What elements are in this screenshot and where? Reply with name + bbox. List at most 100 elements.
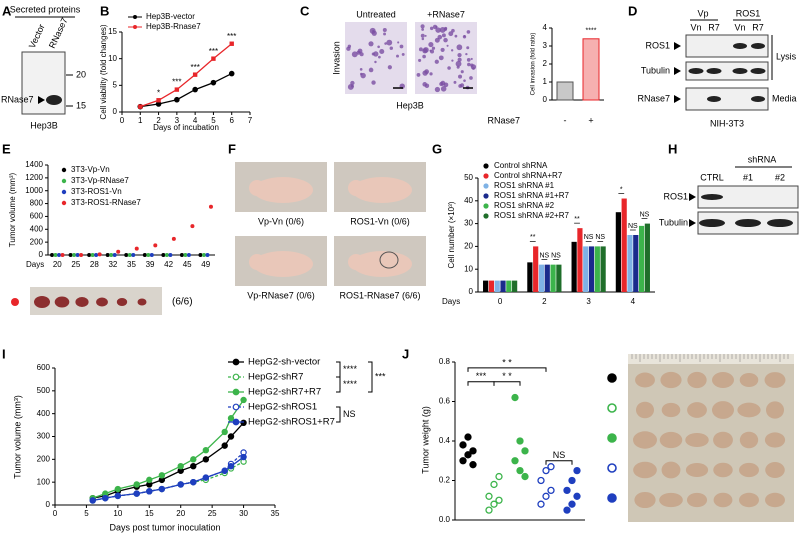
point [53, 253, 58, 257]
y-tick-label: 3 [543, 41, 548, 50]
point [190, 462, 197, 470]
blot-band [751, 96, 765, 102]
label: +RNase7 [427, 9, 465, 19]
point [174, 96, 180, 103]
tumor [685, 432, 709, 448]
point [485, 506, 493, 514]
significance: NS [343, 409, 356, 419]
point [511, 393, 519, 402]
y-tick-label: 0 [39, 250, 44, 259]
point [90, 253, 95, 257]
point [459, 441, 467, 449]
label: Media [772, 93, 797, 103]
point [192, 86, 198, 93]
blot-band [699, 219, 725, 227]
label: Vn [734, 22, 745, 32]
point [158, 472, 166, 479]
label: (6/6) [172, 297, 193, 308]
cell [384, 42, 387, 45]
point [485, 492, 493, 500]
legend-label: HepG2-shR7+R7 [248, 387, 321, 398]
cell [359, 68, 363, 71]
y-axis-label: Tumor volume (mm³) [8, 172, 17, 247]
point [459, 457, 467, 465]
legend-marker [232, 418, 240, 426]
x-tick-label: 5 [84, 509, 89, 518]
point [563, 506, 571, 514]
cell [462, 35, 467, 39]
point [174, 87, 180, 92]
point [168, 253, 173, 257]
legend-label: Control shRNA [494, 161, 548, 170]
x-tick-label: 5 [211, 116, 216, 125]
panel-label: G [432, 141, 442, 156]
blot-band [706, 68, 722, 74]
y-tick-label: 1200 [25, 173, 43, 182]
cell [470, 63, 474, 67]
cell [422, 54, 426, 59]
blot-band [688, 68, 704, 74]
significance: **** [343, 364, 358, 374]
y-tick-label: 0 [113, 107, 118, 116]
bracket [467, 367, 547, 372]
cell [450, 49, 454, 52]
legend-marker [61, 178, 67, 184]
y-tick-label: 300 [37, 432, 51, 441]
bracket [368, 361, 373, 393]
legend-marker [232, 358, 240, 366]
legend-marker [483, 173, 489, 179]
legend-label: HepG2-shROS1 [248, 402, 317, 413]
tumor [137, 298, 147, 306]
significance: **** [586, 28, 597, 35]
significance: *** [209, 47, 218, 56]
legend-marker [483, 163, 489, 169]
cell [368, 41, 374, 47]
label: RNase7 [637, 93, 670, 103]
cell [373, 51, 379, 57]
blot [685, 34, 769, 58]
blot-band [767, 219, 793, 227]
arrowhead [38, 96, 45, 104]
x-tick-label: 0 [120, 116, 125, 125]
point [573, 466, 581, 475]
x-tick-label: 32 [108, 260, 117, 269]
bracket [493, 381, 521, 386]
bar [550, 264, 556, 292]
label: RNase7 [1, 94, 34, 104]
point [114, 485, 122, 493]
bracket [467, 381, 495, 386]
micrograph [415, 22, 477, 94]
blot-band [732, 68, 748, 74]
point [161, 253, 166, 257]
panel-label: D [628, 3, 637, 18]
significance: ** [574, 216, 580, 223]
point [164, 253, 169, 257]
bar [627, 235, 633, 292]
y-tick-label: 400 [37, 409, 51, 418]
mouse [352, 177, 412, 203]
y-tick-label: 200 [30, 237, 44, 246]
x-tick-label: - [564, 115, 567, 125]
cell [423, 47, 429, 53]
bar [544, 264, 550, 292]
tumor [661, 402, 681, 418]
x-tick-label: 20 [53, 260, 62, 269]
y-tick-label: 100 [37, 477, 51, 486]
cell [421, 28, 425, 31]
tumor [737, 402, 761, 418]
panel-label: C [300, 3, 310, 18]
cell [428, 41, 434, 48]
label: Tubulin [641, 65, 670, 75]
point [134, 246, 139, 251]
mouse-head [348, 254, 364, 270]
legend-label: Hep3B-vector [146, 12, 195, 21]
point [190, 478, 197, 486]
significance: *** [190, 63, 199, 72]
y-axis-label: Cell number (×10³) [447, 201, 456, 268]
label: ROS1 [736, 8, 761, 18]
panel-label: I [2, 346, 6, 361]
point [208, 204, 213, 209]
cell [368, 67, 374, 73]
x-tick-label: 20 [176, 509, 185, 518]
y-tick-label: 0 [469, 287, 474, 296]
